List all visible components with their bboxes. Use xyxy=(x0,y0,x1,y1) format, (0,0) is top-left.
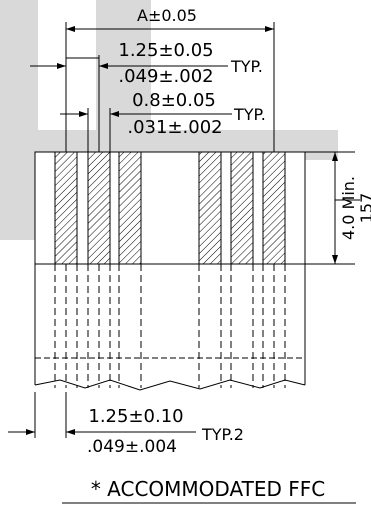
overall-width-label: A±0.05 xyxy=(137,6,197,25)
caption: * ACCOMMODATED FFC xyxy=(91,477,325,501)
pitch-imperial: .049±.002 xyxy=(118,66,213,87)
conductor xyxy=(118,151,142,265)
pitch-metric: 1.25±0.05 xyxy=(118,40,213,61)
arrowheads xyxy=(26,26,338,435)
conductor-width-metric: 0.8±0.05 xyxy=(132,90,216,111)
conductor xyxy=(198,151,222,265)
exposed-length-imperial: 157 xyxy=(357,193,371,224)
conductor-width-imperial: .031±.002 xyxy=(127,117,222,138)
hidden-lines xyxy=(54,264,286,388)
pitch-note: TYP. xyxy=(230,57,263,76)
conductor xyxy=(87,151,111,265)
bottom-pitch-imperial: .049±.004 xyxy=(87,437,177,457)
conductor xyxy=(230,151,254,265)
conductor-width-note: TYP. xyxy=(233,105,266,124)
exposed-length-metric: 4.0 Min. xyxy=(339,176,358,240)
conductor xyxy=(54,151,78,265)
bottom-pitch-metric: 1.25±0.10 xyxy=(88,406,183,427)
dimension-lines xyxy=(8,22,360,438)
ffc-body xyxy=(34,151,306,391)
bottom-pitch-note: TYP.2 xyxy=(201,425,244,444)
conductor xyxy=(262,151,286,265)
